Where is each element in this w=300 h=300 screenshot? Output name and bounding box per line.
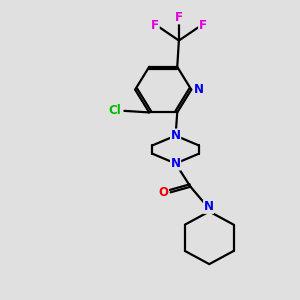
Text: N: N	[204, 200, 214, 213]
Text: N: N	[171, 157, 181, 170]
Text: Cl: Cl	[109, 104, 122, 117]
Text: F: F	[151, 19, 159, 32]
Text: N: N	[171, 129, 181, 142]
Text: O: O	[158, 186, 168, 199]
Text: N: N	[194, 83, 203, 96]
Text: F: F	[175, 11, 183, 24]
Text: F: F	[199, 19, 207, 32]
